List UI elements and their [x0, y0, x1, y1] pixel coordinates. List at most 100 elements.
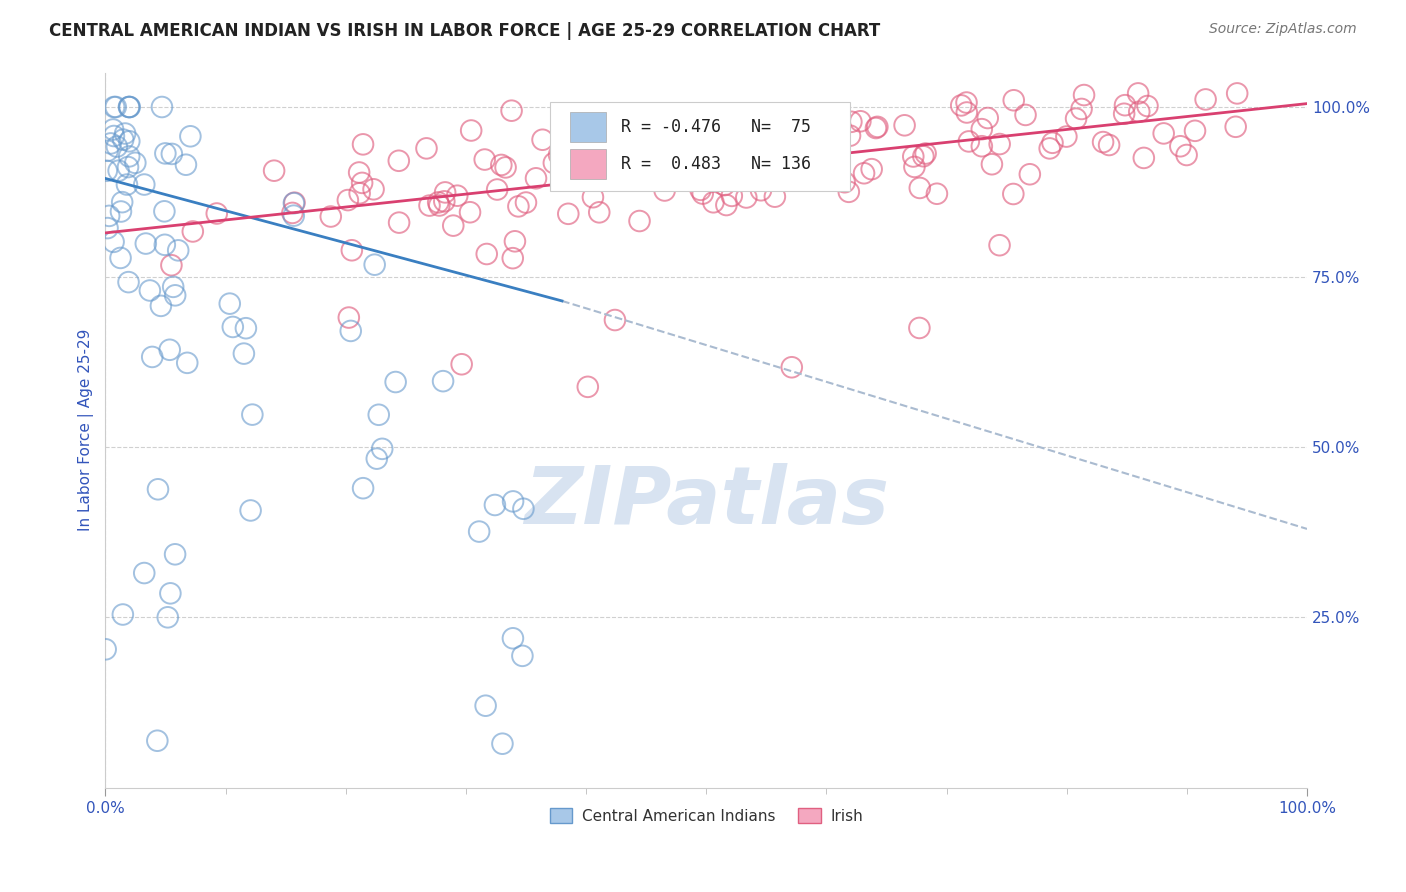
Point [162, 280, 184, 294]
Point [1114, 107, 1136, 121]
Point [367, 408, 389, 422]
Point [582, 190, 605, 204]
Point [160, 258, 183, 272]
Point [165, 288, 187, 302]
Point [97, 144, 120, 158]
Point [841, 115, 863, 129]
Point [1042, 136, 1064, 150]
Point [486, 182, 509, 196]
Point [839, 128, 862, 143]
Point [349, 186, 371, 201]
Point [735, 190, 758, 204]
Point [174, 158, 197, 172]
Point [531, 133, 554, 147]
Point [710, 136, 733, 150]
Point [763, 189, 786, 203]
Point [654, 146, 676, 161]
Point [912, 149, 935, 163]
Point [283, 195, 305, 210]
Point [988, 136, 1011, 151]
Point [283, 209, 305, 223]
Point [654, 184, 676, 198]
Point [713, 178, 735, 192]
Point [134, 178, 156, 192]
Point [603, 313, 626, 327]
Point [1098, 138, 1121, 153]
Point [548, 148, 571, 162]
Point [664, 163, 686, 178]
Point [903, 160, 925, 174]
Point [460, 123, 482, 137]
Point [1054, 129, 1077, 144]
Point [159, 586, 181, 600]
Point [1002, 93, 1025, 107]
Point [139, 284, 162, 298]
Point [491, 158, 513, 172]
Point [352, 176, 374, 190]
Point [150, 100, 173, 114]
Point [371, 442, 394, 456]
Point [239, 503, 262, 517]
Point [512, 501, 534, 516]
Point [101, 122, 124, 136]
Point [692, 186, 714, 201]
Point [103, 128, 125, 143]
Point [458, 205, 481, 219]
Point [384, 375, 406, 389]
Point [669, 147, 692, 161]
Point [689, 183, 711, 197]
Point [664, 166, 686, 180]
Point [118, 100, 141, 114]
Point [165, 547, 187, 561]
Point [100, 136, 122, 151]
Point [1018, 167, 1040, 181]
Point [149, 299, 172, 313]
Point [721, 172, 744, 186]
Point [340, 244, 363, 258]
Point [415, 141, 437, 155]
Point [955, 95, 977, 110]
Point [834, 175, 856, 189]
Point [218, 296, 240, 310]
Point [94, 642, 117, 657]
Point [146, 483, 169, 497]
Point [1073, 88, 1095, 103]
Point [352, 137, 374, 152]
Point [512, 648, 534, 663]
Point [557, 207, 579, 221]
Bar [571, 112, 606, 142]
Point [988, 238, 1011, 252]
Point [366, 451, 388, 466]
Point [524, 171, 547, 186]
Point [352, 481, 374, 495]
Point [474, 698, 496, 713]
Point [240, 408, 263, 422]
Point [501, 103, 523, 118]
Point [235, 321, 257, 335]
Point [446, 188, 468, 202]
Point [135, 236, 157, 251]
Point [468, 524, 491, 539]
Point [103, 100, 125, 114]
Point [588, 205, 610, 219]
Point [134, 566, 156, 580]
Point [543, 156, 565, 170]
Point [441, 219, 464, 233]
Point [849, 114, 872, 128]
Point [450, 357, 472, 371]
Point [117, 160, 139, 174]
Point [502, 251, 524, 265]
Point [860, 162, 883, 177]
Point [118, 149, 141, 163]
Point [263, 163, 285, 178]
Point [107, 163, 129, 178]
Point [576, 163, 599, 178]
Point [418, 198, 440, 212]
Point [576, 380, 599, 394]
Point [1014, 108, 1036, 122]
Point [434, 186, 457, 200]
Point [502, 494, 524, 508]
Point [432, 374, 454, 388]
Point [427, 198, 450, 212]
Point [1114, 98, 1136, 112]
